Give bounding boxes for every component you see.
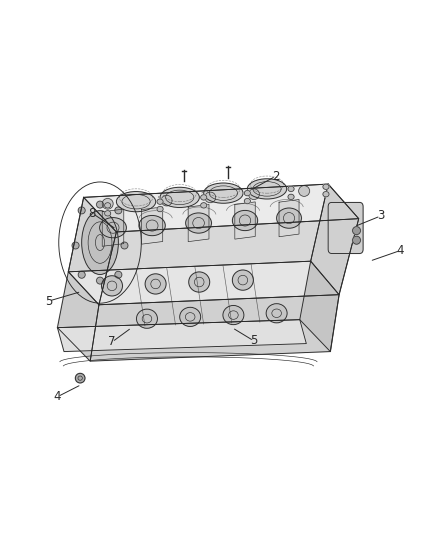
Polygon shape — [311, 184, 359, 295]
FancyBboxPatch shape — [328, 203, 363, 254]
Polygon shape — [68, 184, 328, 272]
Polygon shape — [68, 197, 117, 305]
Ellipse shape — [139, 215, 165, 236]
Ellipse shape — [121, 242, 128, 249]
Ellipse shape — [201, 195, 207, 200]
Polygon shape — [102, 209, 124, 246]
Ellipse shape — [102, 276, 123, 296]
Ellipse shape — [299, 185, 310, 196]
Text: 5: 5 — [45, 295, 53, 308]
Text: 4: 4 — [54, 390, 61, 403]
Ellipse shape — [189, 272, 210, 292]
Ellipse shape — [96, 277, 103, 284]
Ellipse shape — [78, 271, 85, 278]
Ellipse shape — [353, 236, 360, 244]
Polygon shape — [279, 199, 299, 237]
Ellipse shape — [248, 189, 259, 199]
Ellipse shape — [72, 242, 79, 249]
Ellipse shape — [266, 304, 287, 323]
Text: 8: 8 — [89, 207, 96, 220]
Ellipse shape — [115, 207, 122, 214]
Polygon shape — [57, 320, 306, 352]
Ellipse shape — [205, 192, 216, 203]
Ellipse shape — [233, 211, 258, 231]
Text: 4: 4 — [396, 244, 404, 257]
Polygon shape — [99, 219, 359, 305]
Ellipse shape — [233, 270, 253, 290]
Polygon shape — [141, 207, 163, 244]
Ellipse shape — [105, 211, 111, 216]
Ellipse shape — [288, 194, 294, 199]
Ellipse shape — [102, 198, 113, 209]
Ellipse shape — [99, 217, 127, 238]
Ellipse shape — [223, 305, 244, 325]
Ellipse shape — [157, 206, 163, 212]
Polygon shape — [90, 295, 339, 361]
Ellipse shape — [247, 179, 287, 199]
Polygon shape — [57, 272, 99, 361]
Ellipse shape — [117, 191, 155, 212]
Ellipse shape — [186, 213, 212, 233]
Polygon shape — [235, 202, 255, 239]
Ellipse shape — [105, 203, 111, 208]
Ellipse shape — [204, 183, 243, 203]
Polygon shape — [57, 261, 311, 328]
Ellipse shape — [137, 309, 157, 328]
Ellipse shape — [75, 373, 85, 383]
Ellipse shape — [323, 191, 329, 197]
Ellipse shape — [161, 195, 172, 206]
Text: 3: 3 — [377, 209, 384, 222]
Ellipse shape — [201, 203, 207, 208]
Ellipse shape — [160, 187, 199, 207]
Ellipse shape — [323, 184, 329, 189]
Ellipse shape — [244, 198, 251, 204]
Ellipse shape — [145, 274, 166, 294]
Polygon shape — [188, 205, 209, 241]
Ellipse shape — [157, 199, 163, 204]
Ellipse shape — [78, 207, 85, 214]
Text: 5: 5 — [250, 334, 258, 348]
Polygon shape — [300, 261, 339, 352]
Ellipse shape — [277, 208, 301, 228]
Ellipse shape — [180, 308, 201, 326]
Text: 7: 7 — [108, 335, 116, 349]
Ellipse shape — [288, 186, 294, 191]
Polygon shape — [84, 184, 359, 232]
Ellipse shape — [81, 211, 118, 274]
Ellipse shape — [115, 271, 122, 278]
Text: 2: 2 — [272, 169, 279, 183]
Ellipse shape — [96, 201, 103, 208]
Ellipse shape — [244, 190, 251, 196]
Ellipse shape — [353, 227, 360, 235]
